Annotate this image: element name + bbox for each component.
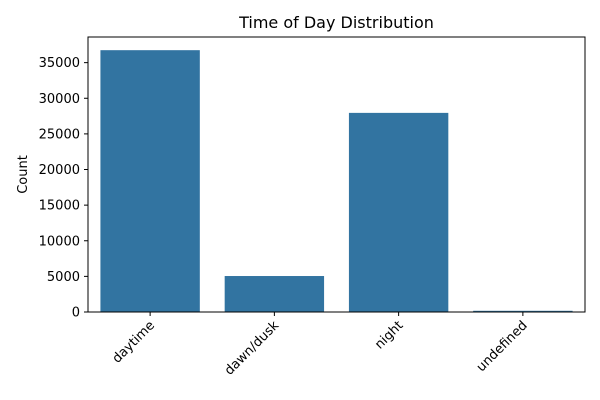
y-tick-label: 15000 — [39, 199, 80, 214]
x-tick-label: daytime — [110, 318, 158, 366]
y-tick-label: 35000 — [39, 56, 80, 71]
y-tick-label: 10000 — [39, 234, 80, 249]
axes-frame — [87, 36, 586, 313]
bar-daytime — [100, 50, 200, 312]
x-tick-label: night — [372, 318, 406, 352]
chart-title: Time of Day Distribution — [238, 13, 434, 32]
x-axis-ticks: daytime dawn/dusk night undefined — [110, 312, 531, 379]
y-tick-label: 0 — [72, 306, 80, 321]
y-axis-label: Count — [16, 155, 31, 194]
plot-frame — [87, 36, 586, 313]
bars — [100, 50, 573, 312]
y-tick-label: 25000 — [39, 127, 80, 142]
x-tick-label: undefined — [474, 318, 531, 375]
y-axis-ticks: 0 5000 10000 15000 20000 25000 30000 35000 — [39, 56, 88, 321]
x-tick-label: dawn/dusk — [222, 318, 283, 379]
y-tick-label: 20000 — [39, 163, 80, 178]
y-tick-label: 5000 — [47, 270, 80, 285]
y-tick-label: 30000 — [39, 92, 80, 107]
bar-undefined — [473, 310, 573, 312]
bar-night — [348, 112, 449, 312]
bar-dawn-dusk — [224, 276, 325, 312]
